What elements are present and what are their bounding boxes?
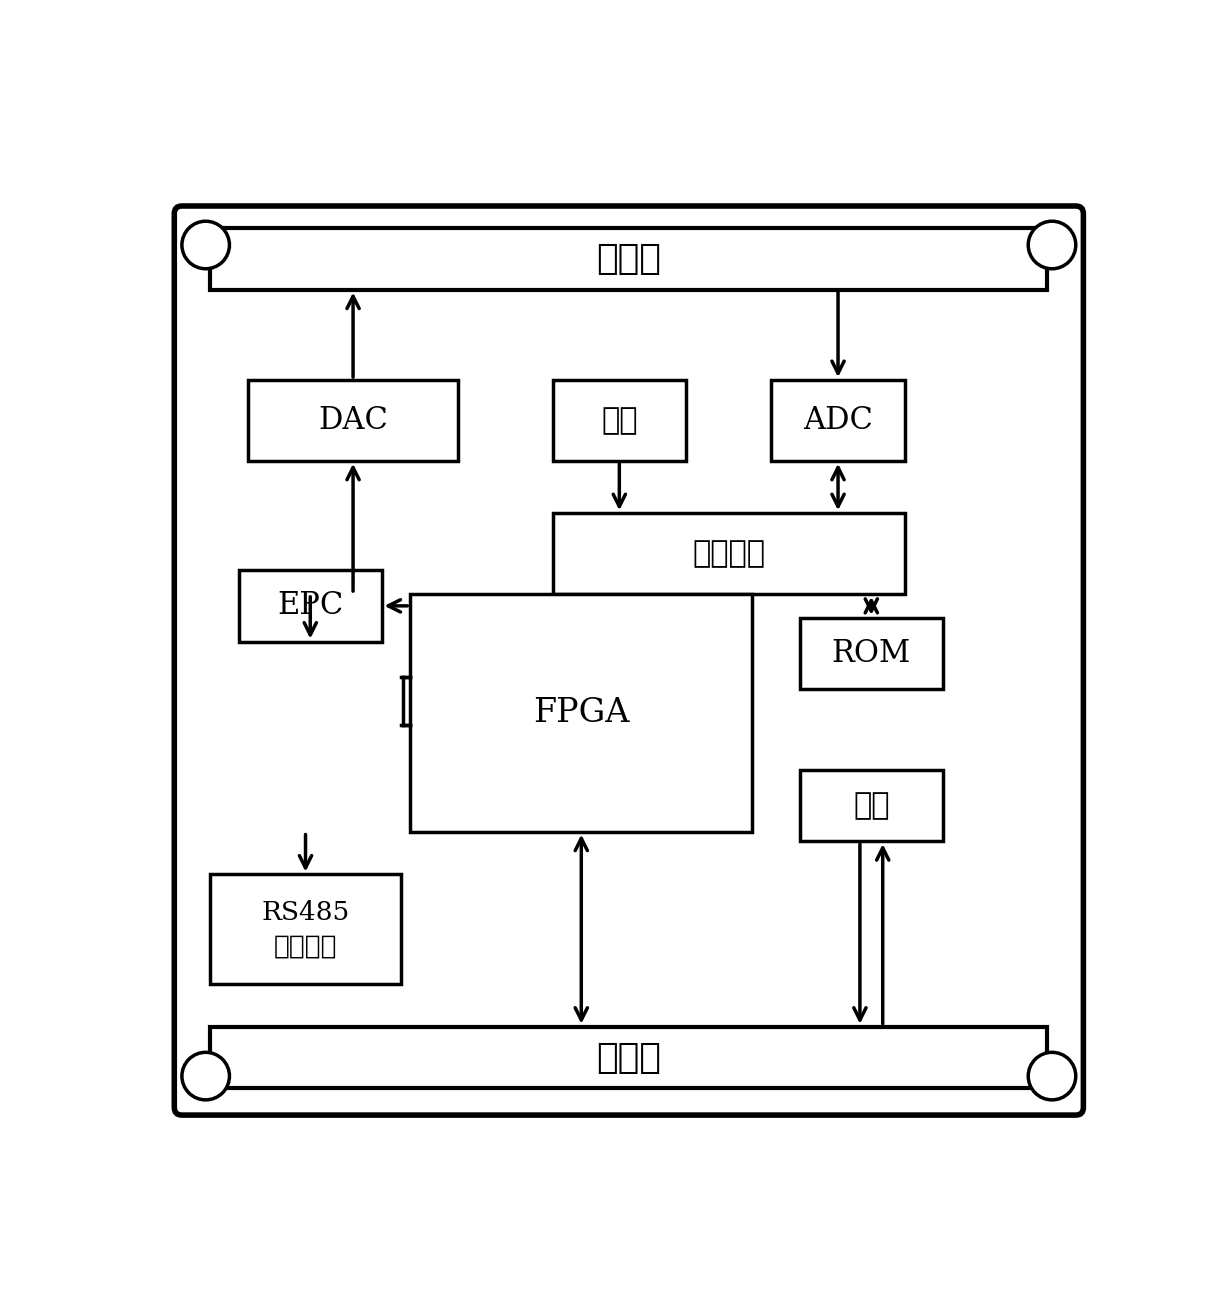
Circle shape — [1028, 1053, 1076, 1100]
FancyBboxPatch shape — [772, 381, 904, 460]
Text: 接插件: 接插件 — [596, 242, 661, 276]
Text: DAC: DAC — [318, 405, 388, 436]
Text: EPC: EPC — [277, 590, 344, 621]
FancyBboxPatch shape — [800, 770, 942, 841]
FancyBboxPatch shape — [248, 381, 458, 460]
FancyBboxPatch shape — [174, 205, 1083, 1116]
FancyBboxPatch shape — [211, 1027, 1047, 1088]
FancyBboxPatch shape — [800, 617, 942, 689]
Text: ROM: ROM — [832, 638, 910, 668]
FancyBboxPatch shape — [211, 228, 1047, 289]
Circle shape — [1028, 221, 1076, 268]
Text: 接插件: 接插件 — [596, 1041, 661, 1075]
Text: 数字滤波: 数字滤波 — [692, 538, 766, 569]
FancyBboxPatch shape — [410, 594, 752, 832]
FancyBboxPatch shape — [239, 570, 382, 641]
FancyBboxPatch shape — [552, 513, 904, 594]
Circle shape — [182, 221, 229, 268]
Text: 时钟: 时钟 — [601, 405, 638, 436]
Text: RS485
电缆接口: RS485 电缆接口 — [261, 900, 350, 959]
FancyBboxPatch shape — [211, 875, 400, 984]
FancyBboxPatch shape — [552, 381, 686, 460]
Text: 电源: 电源 — [853, 790, 890, 821]
Text: ADC: ADC — [804, 405, 872, 436]
Circle shape — [182, 1053, 229, 1100]
Text: FPGA: FPGA — [533, 697, 629, 729]
